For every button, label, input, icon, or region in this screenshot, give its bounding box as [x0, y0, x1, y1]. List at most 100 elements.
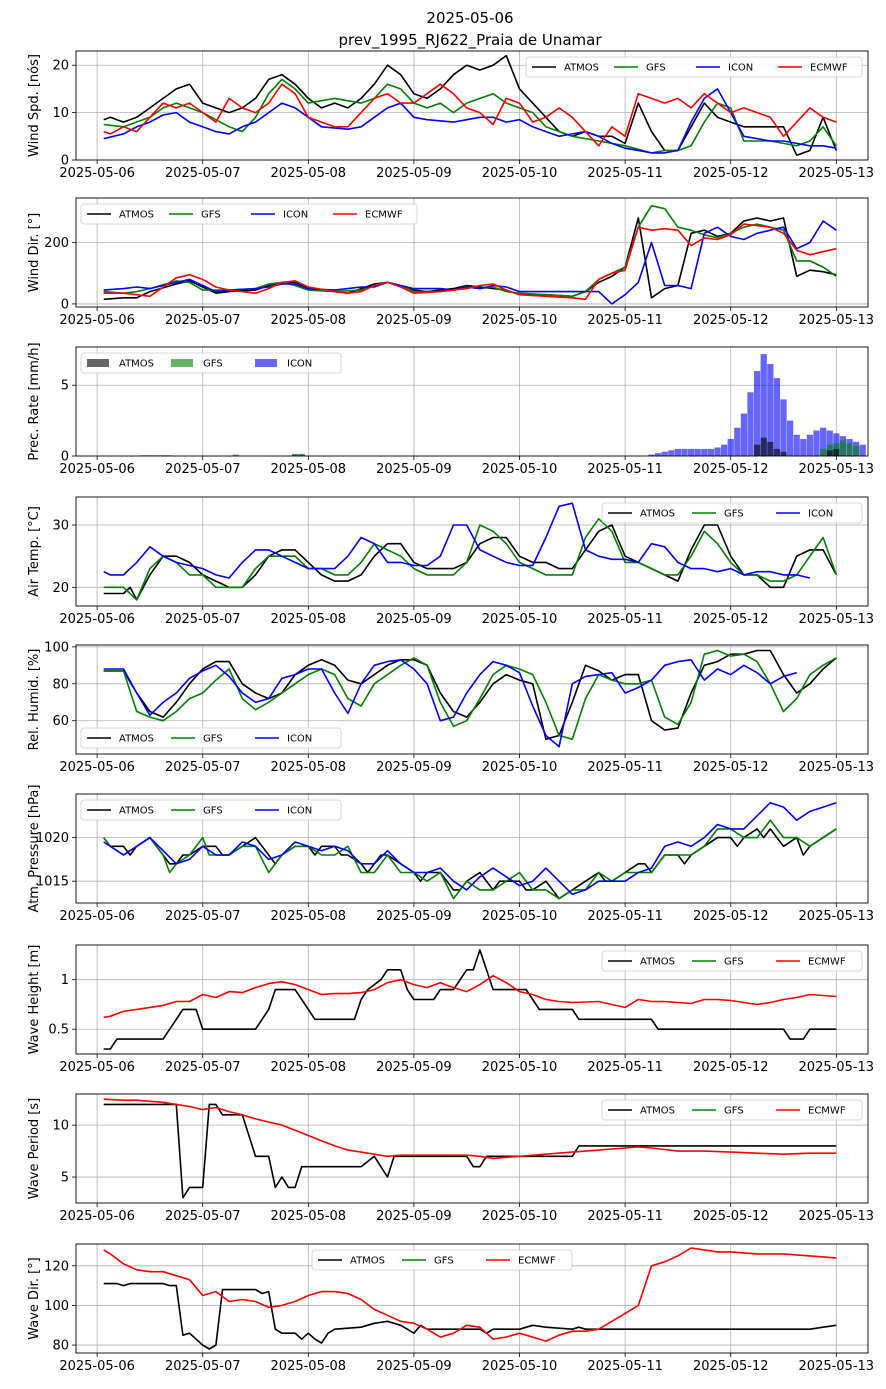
x-tick-label: 2025-05-13	[799, 909, 875, 924]
y-tick-label: 5	[61, 1171, 69, 1186]
series-line-icon	[103, 801, 837, 896]
x-tick-label: 2025-05-13	[799, 166, 875, 181]
x-tick-label: 2025-05-11	[587, 166, 663, 181]
x-tick-label: 2025-05-08	[271, 909, 347, 924]
x-tick-label: 2025-05-08	[271, 1209, 347, 1224]
bar-atmos	[833, 448, 840, 456]
x-tick-label: 2025-05-07	[165, 462, 241, 477]
legend-label-atmos: ATMOS	[119, 806, 154, 817]
x-tick-label: 2025-05-07	[165, 1359, 241, 1374]
bar-icon	[740, 413, 748, 456]
x-tick-label: 2025-05-07	[165, 166, 241, 181]
legend-label-icon: ICON	[287, 359, 312, 370]
bar-icon	[786, 420, 794, 456]
bar-icon	[707, 448, 715, 456]
x-tick-label: 2025-05-09	[376, 760, 452, 775]
bar-icon	[747, 392, 754, 456]
x-tick-label: 2025-05-07	[165, 612, 241, 627]
x-tick-label: 2025-05-08	[271, 760, 347, 775]
x-tick-label: 2025-05-12	[693, 462, 769, 477]
y-tick-label: 100	[44, 1299, 69, 1314]
plot-area	[103, 54, 838, 157]
x-tick-label: 2025-05-11	[587, 462, 663, 477]
legend-label-icon: ICON	[283, 210, 308, 221]
series-line-gfs	[103, 649, 837, 741]
x-tick-label: 2025-05-13	[799, 1359, 875, 1374]
series-line-atmos	[103, 1282, 837, 1350]
axes-frame	[75, 944, 869, 1055]
legend-label-gfs: GFS	[724, 1106, 744, 1117]
legend-label-atmos: ATMOS	[640, 1106, 675, 1117]
x-tick-label: 2025-05-09	[376, 612, 452, 627]
x-tick-label: 2025-05-12	[693, 612, 769, 627]
x-tick-label: 2025-05-08	[271, 313, 347, 328]
y-tick-label: 120	[44, 1259, 69, 1274]
bar-icon	[773, 378, 781, 456]
x-tick-label: 2025-05-13	[799, 612, 875, 627]
bar-gfs	[846, 443, 853, 456]
bar-icon	[648, 454, 655, 456]
x-tick-label: 2025-05-10	[482, 909, 558, 924]
x-tick-label: 2025-05-12	[693, 909, 769, 924]
bar-icon	[654, 453, 662, 456]
legend-label-ecmwf: ECMWF	[518, 1256, 556, 1267]
legend-label-atmos: ATMOS	[564, 63, 599, 74]
series-line-ecmwf	[103, 223, 837, 301]
legend-box	[80, 352, 342, 374]
x-tick-label: 2025-05-08	[271, 1359, 347, 1374]
x-tick-label: 2025-05-07	[165, 313, 241, 328]
plot-area	[140, 354, 866, 456]
x-tick-label: 2025-05-11	[587, 1359, 663, 1374]
y-axis-label: Atm. Pressure [hPa]	[27, 785, 42, 913]
legend-label-atmos: ATMOS	[119, 359, 154, 370]
y-axis-label: Prec. Rate [mm/h]	[27, 342, 42, 460]
x-tick-label: 2025-05-13	[799, 760, 875, 775]
x-tick-label: 2025-05-06	[59, 1060, 135, 1075]
axes-frame	[75, 197, 869, 308]
plot-area	[103, 949, 837, 1050]
series-line-gfs	[103, 78, 837, 154]
legend-box	[601, 502, 863, 524]
legend-label-ecmwf: ECMWF	[808, 957, 846, 968]
x-tick-label: 2025-05-09	[376, 462, 452, 477]
legend-label-icon: ICON	[728, 63, 753, 74]
bar-icon	[819, 427, 827, 456]
y-axis-label: Wave Dir. [°]	[27, 1257, 42, 1340]
legend-box	[80, 727, 342, 749]
y-axis-label: Wave Period [s]	[27, 1098, 42, 1199]
bar-atmos	[826, 450, 833, 456]
legend: ATMOS GFS ECMWF	[601, 950, 863, 972]
legend: ATMOS GFS ICON ECMWF	[525, 56, 863, 78]
x-tick-label: 2025-05-08	[271, 462, 347, 477]
series-line-gfs	[103, 819, 837, 900]
bar-icon	[767, 363, 774, 456]
legend-label-ecmwf: ECMWF	[810, 63, 848, 74]
y-axis-label: Rel. Humid. [%]	[27, 649, 42, 751]
y-tick-label: 20	[52, 59, 69, 74]
legend-swatch-atmos	[87, 359, 109, 367]
x-tick-label: 2025-05-06	[59, 909, 135, 924]
y-tick-label: 1015	[36, 875, 69, 890]
bar-gfs	[291, 453, 299, 456]
x-tick-label: 2025-05-06	[59, 462, 135, 477]
series-line-ecmwf	[103, 1247, 837, 1342]
x-tick-label: 2025-05-10	[482, 612, 558, 627]
x-tick-label: 2025-05-12	[693, 1359, 769, 1374]
bar-atmos	[760, 437, 767, 456]
bar-icon	[800, 439, 807, 456]
series-line-atmos	[103, 949, 837, 1050]
axes-frame	[75, 496, 869, 607]
bar-icon	[780, 399, 787, 456]
bar-icon	[793, 434, 800, 456]
bar-atmos	[773, 448, 781, 456]
x-tick-label: 2025-05-10	[482, 313, 558, 328]
x-tick-label: 2025-05-09	[376, 313, 452, 328]
x-tick-label: 2025-05-09	[376, 166, 452, 181]
y-tick-label: 10	[52, 1119, 69, 1134]
x-tick-label: 2025-05-13	[799, 462, 875, 477]
x-tick-label: 2025-05-06	[59, 760, 135, 775]
legend: ATMOS GFS ICON	[80, 352, 342, 374]
y-axis-label: Wave Height [m]	[27, 945, 42, 1055]
panel-7: 2025-05-06 2025-05-07 2025-05-08 2025-05-09…	[27, 944, 874, 1075]
